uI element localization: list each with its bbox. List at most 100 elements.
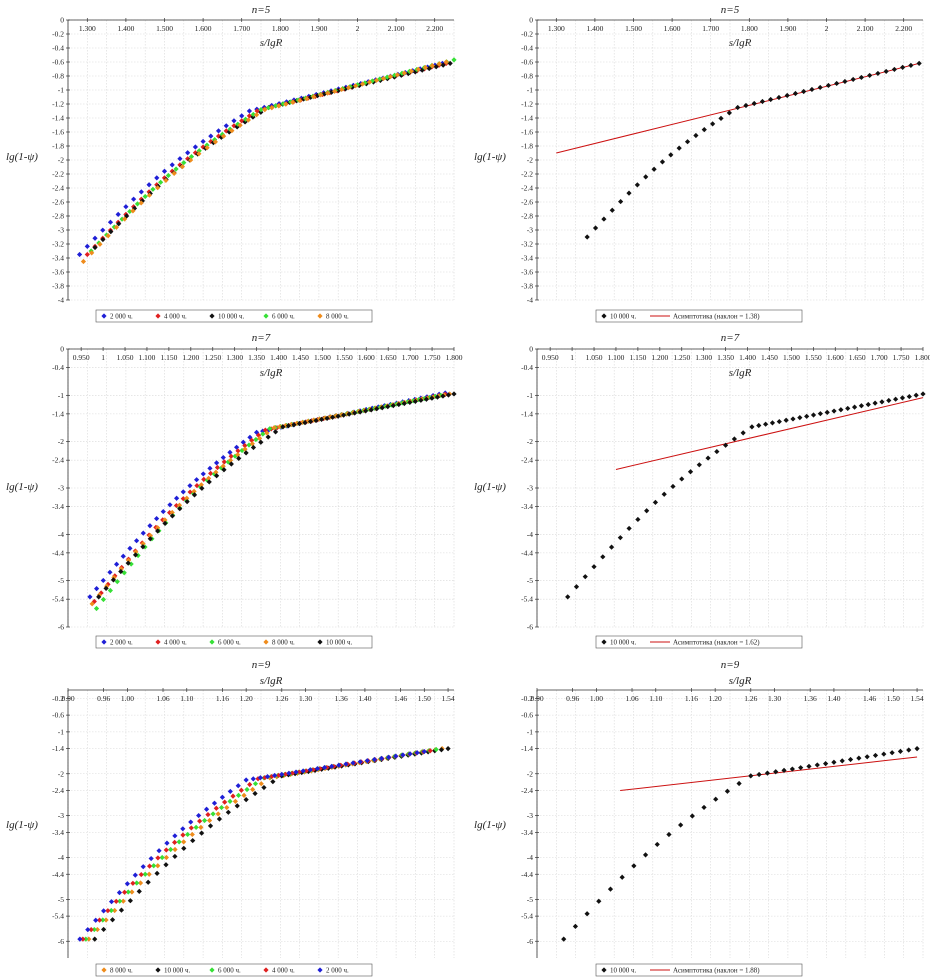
data-point bbox=[336, 762, 342, 768]
y-tick-label: -5 bbox=[58, 895, 64, 904]
data-point bbox=[242, 119, 248, 125]
data-point bbox=[134, 880, 140, 886]
data-point bbox=[255, 776, 261, 782]
data-point bbox=[250, 444, 257, 451]
x-tick-label: 1.400 bbox=[117, 24, 134, 33]
x-tick-label: 0.950 bbox=[73, 353, 90, 362]
legend: 8 000 ч. 10 000 ч. 6 000 ч. 4 000 ч. 2 000 ч… bbox=[95, 963, 373, 977]
x-tick-label: 1.50 bbox=[418, 694, 431, 703]
data-point bbox=[138, 871, 144, 878]
x-tick-label: 1.600 bbox=[358, 353, 375, 362]
data-point bbox=[763, 421, 769, 427]
x-tick-label: 1.300 bbox=[548, 24, 565, 33]
data-point bbox=[155, 855, 161, 861]
data-point bbox=[125, 560, 131, 566]
x-axis-label: s/lgR bbox=[729, 675, 752, 687]
y-tick-label: -2.2 bbox=[52, 170, 64, 179]
data-point bbox=[412, 398, 418, 404]
data-point bbox=[399, 70, 405, 76]
data-point bbox=[88, 927, 94, 933]
data-point bbox=[232, 453, 238, 459]
y-tick-label: -3 bbox=[527, 484, 533, 493]
data-point bbox=[421, 748, 427, 755]
data-point bbox=[234, 444, 240, 450]
x-tick-label: 1.300 bbox=[695, 353, 712, 362]
x-tick-label: 1.36 bbox=[804, 694, 817, 703]
data-point bbox=[227, 788, 233, 795]
data-point bbox=[100, 227, 106, 233]
data-point bbox=[142, 193, 148, 200]
data-point bbox=[165, 172, 171, 179]
x-tick-label: 1.16 bbox=[685, 694, 698, 703]
data-point bbox=[393, 753, 399, 759]
x-tick-label: 1.050 bbox=[117, 353, 134, 362]
data-point bbox=[265, 105, 272, 111]
data-point bbox=[120, 898, 126, 904]
data-point bbox=[314, 766, 321, 772]
data-point bbox=[368, 407, 374, 413]
data-point bbox=[125, 557, 132, 563]
x-tick-label: 1.800 bbox=[446, 353, 463, 362]
y-tick-label: -4 bbox=[527, 530, 533, 539]
data-point bbox=[196, 151, 202, 157]
data-point bbox=[181, 839, 187, 845]
x-tick-label: 1.900 bbox=[779, 24, 796, 33]
legend-marker bbox=[209, 639, 215, 645]
data-point bbox=[169, 162, 175, 168]
y-tick-label: -5 bbox=[527, 576, 533, 585]
data-point bbox=[85, 927, 91, 933]
data-point bbox=[187, 489, 193, 495]
data-point bbox=[112, 907, 118, 914]
y-tick-label: 0 bbox=[60, 345, 64, 354]
data-point bbox=[321, 764, 328, 771]
data-point bbox=[291, 422, 297, 428]
y-tick-label: -6 bbox=[527, 937, 533, 946]
data-point bbox=[839, 758, 845, 764]
y-tick-label: -0.6 bbox=[521, 711, 533, 720]
data-point bbox=[438, 747, 445, 753]
data-point bbox=[600, 554, 606, 560]
data-point bbox=[137, 880, 144, 886]
y-tick-label: -0.6 bbox=[52, 711, 64, 720]
y-tick-label: -0.8 bbox=[521, 72, 533, 81]
data-point bbox=[162, 517, 168, 523]
y-tick-label: -4.4 bbox=[52, 548, 64, 557]
data-point bbox=[194, 477, 200, 483]
data-point bbox=[294, 420, 300, 427]
data-point bbox=[203, 806, 210, 812]
data-point bbox=[258, 109, 264, 115]
data-point bbox=[784, 92, 790, 99]
x-tick-label: 1.900 bbox=[310, 24, 327, 33]
data-point bbox=[343, 761, 349, 767]
data-point bbox=[108, 899, 115, 905]
data-point bbox=[172, 853, 178, 860]
data-point bbox=[91, 926, 97, 933]
legend: 10 000 ч. Асимптотика (наклон = 1.62) bbox=[595, 635, 803, 649]
data-point bbox=[283, 101, 289, 107]
series-6000ч. bbox=[93, 392, 444, 612]
data-point bbox=[187, 483, 193, 489]
data-point bbox=[418, 397, 424, 403]
data-point bbox=[267, 426, 273, 432]
data-point bbox=[676, 145, 682, 151]
data-point bbox=[179, 164, 185, 170]
data-point bbox=[823, 760, 829, 767]
x-tick-label: 1.500 bbox=[625, 24, 642, 33]
x-tick-label: 1.700 bbox=[702, 24, 719, 33]
data-point bbox=[136, 888, 142, 894]
data-point bbox=[619, 874, 625, 880]
data-point bbox=[121, 889, 128, 895]
data-point bbox=[101, 908, 107, 914]
data-point bbox=[310, 767, 316, 773]
data-point bbox=[317, 766, 323, 772]
legend-label: Асимптотика (наклон = 1.38) bbox=[673, 313, 760, 321]
data-point bbox=[582, 574, 588, 580]
data-point bbox=[914, 746, 920, 752]
data-point bbox=[221, 459, 227, 465]
data-point bbox=[105, 908, 111, 914]
data-point bbox=[797, 415, 803, 421]
data-point bbox=[84, 251, 90, 258]
x-tick-label: 1.600 bbox=[827, 353, 844, 362]
data-point bbox=[142, 871, 148, 877]
legend-box bbox=[595, 309, 803, 323]
